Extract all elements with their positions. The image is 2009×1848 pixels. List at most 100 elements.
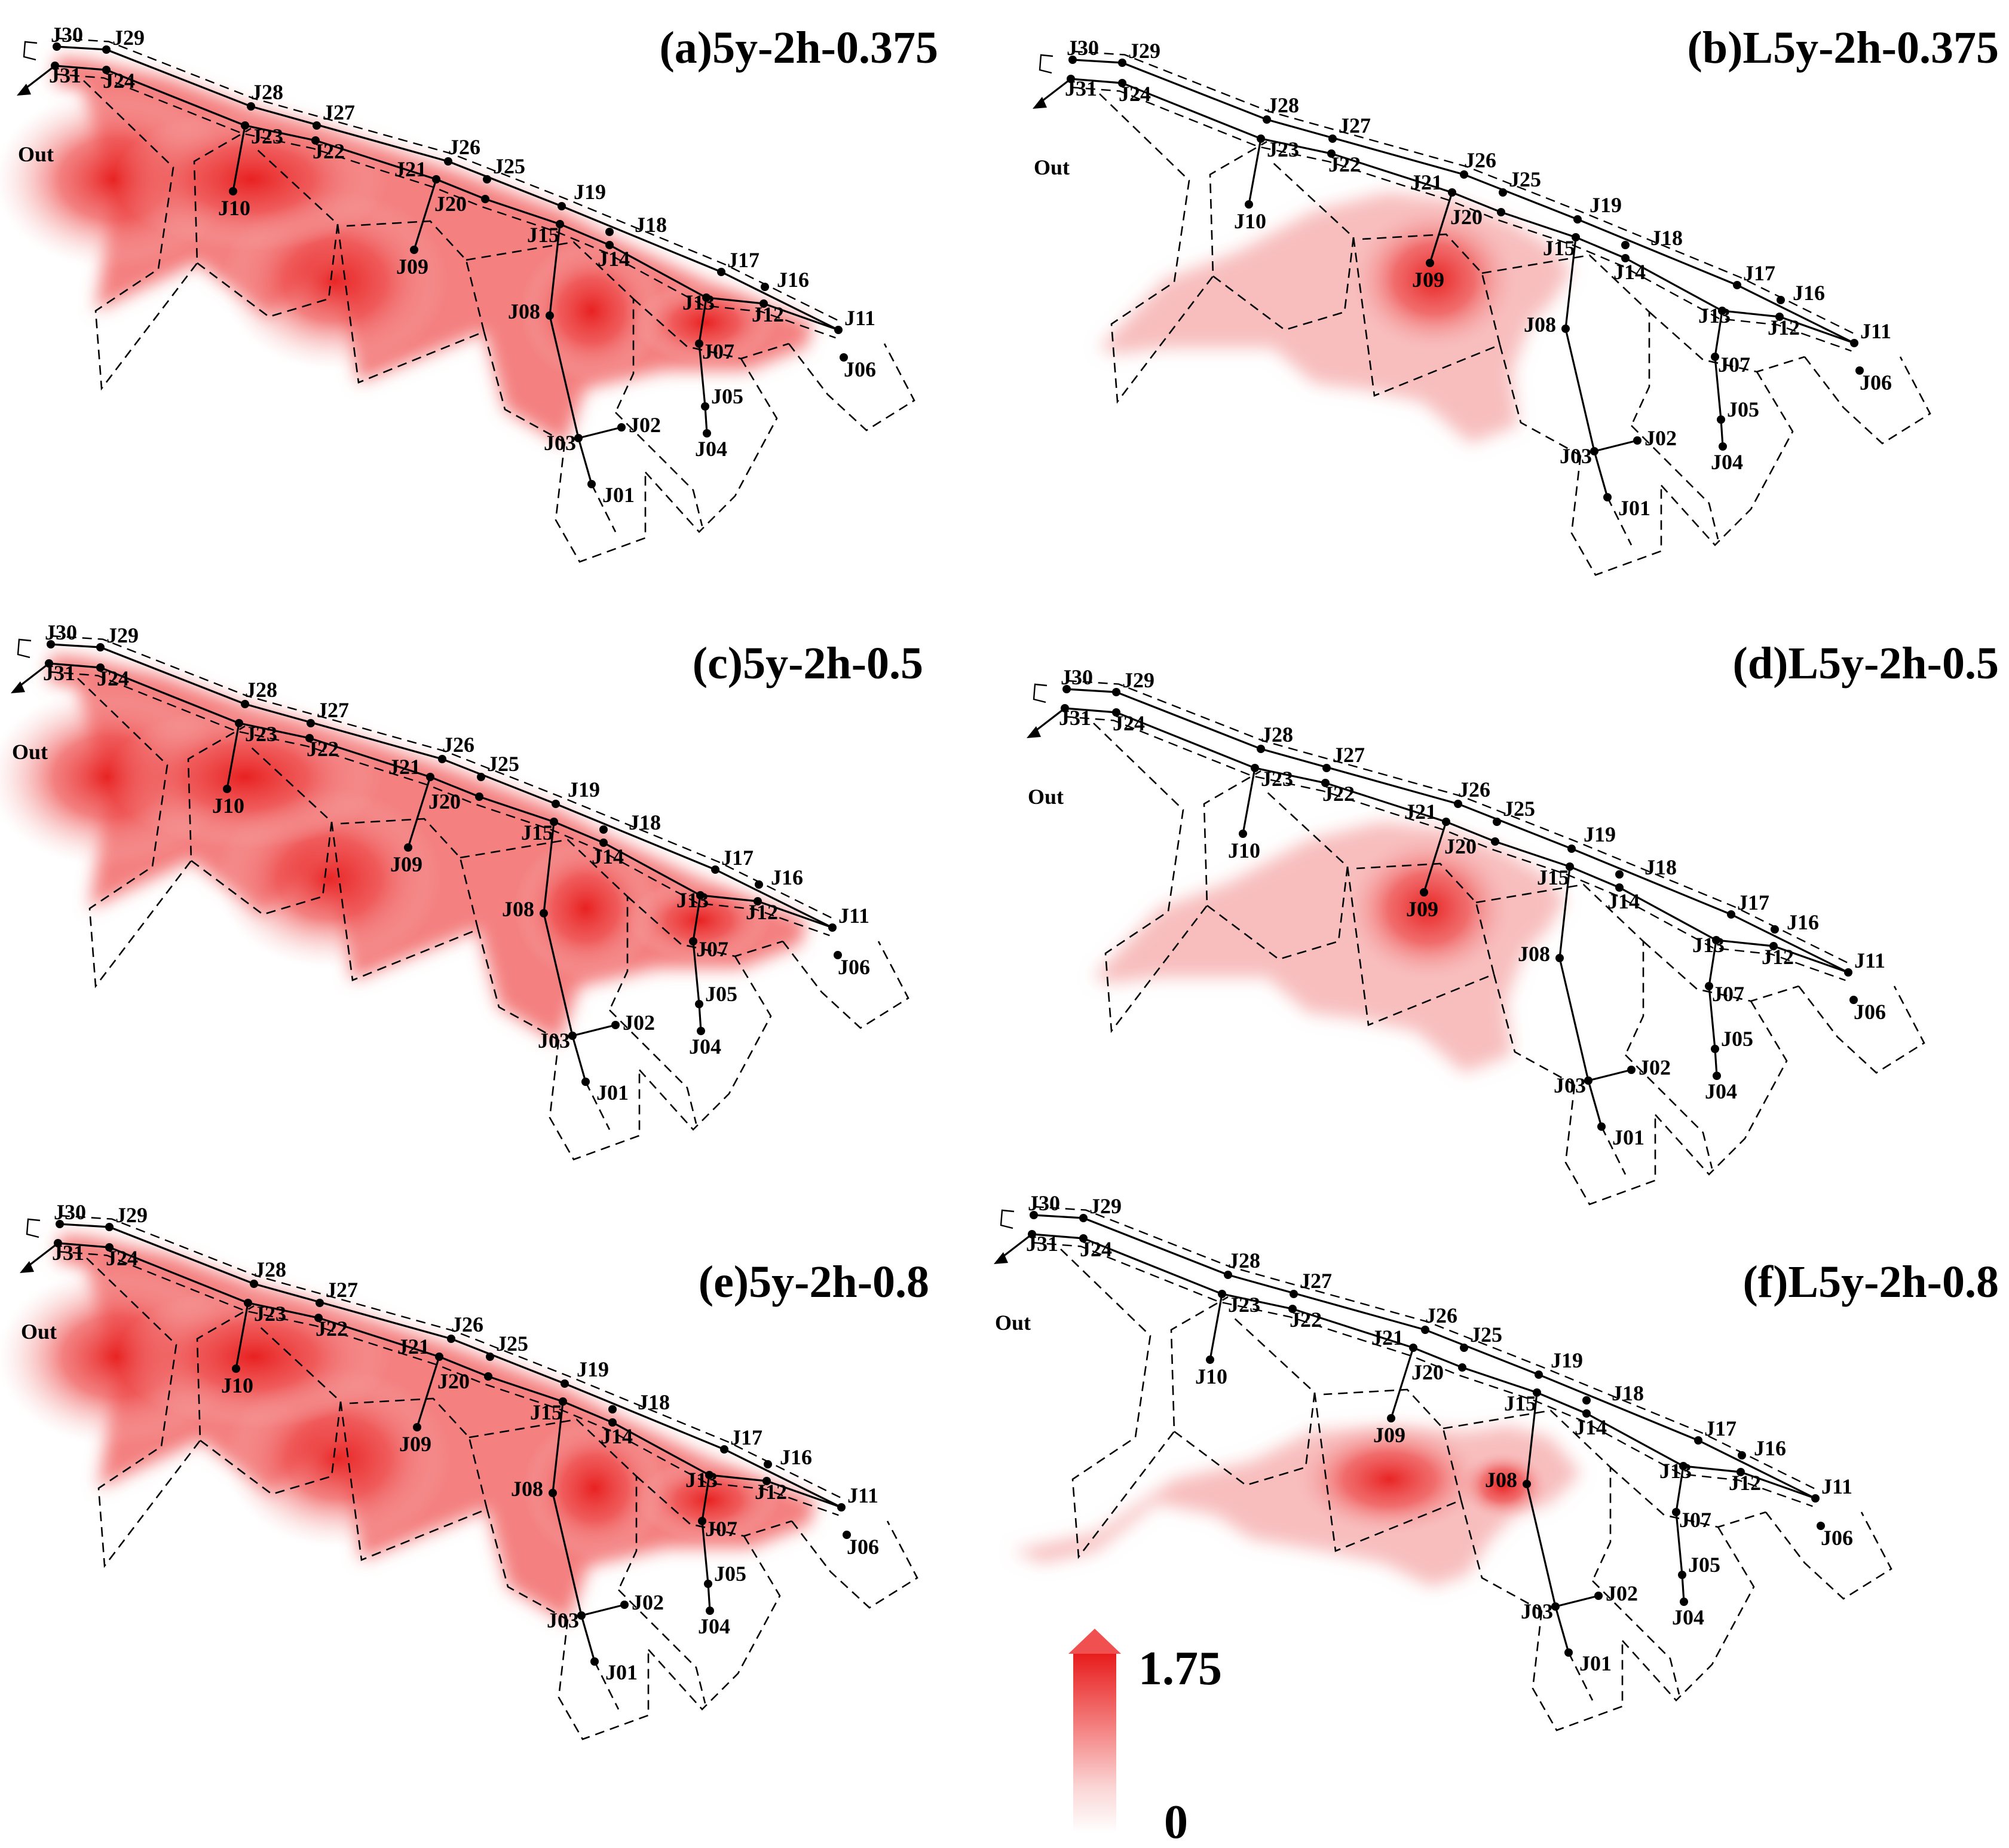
node-label-j23: J23 [1267, 137, 1299, 161]
node-j04 [703, 429, 711, 437]
node-label-j09: J09 [1373, 1423, 1405, 1447]
node-j03 [574, 434, 583, 442]
node-label-j13: J13 [1692, 933, 1725, 957]
node-label-j24: J24 [97, 666, 129, 690]
outlet-pipe [23, 65, 56, 91]
node-j09 [1387, 1414, 1395, 1422]
node-label-j26: J26 [1458, 778, 1490, 801]
node-j25 [483, 175, 491, 183]
node-label-j17: J17 [1704, 1416, 1737, 1440]
node-j13 [1679, 1462, 1688, 1470]
node-label-j13: J13 [682, 290, 715, 314]
outlet-pipe [1039, 78, 1071, 104]
node-j14 [599, 839, 608, 847]
node-label-j29: J29 [1089, 1194, 1122, 1218]
branch-pipe-j13-j07 [701, 1474, 710, 1522]
outlet-arrow-icon [1033, 97, 1047, 109]
branch-pipe-j08-j03 [543, 913, 574, 1036]
node-label-j02: J02 [1606, 1581, 1638, 1605]
node-label-j09: J09 [399, 1432, 431, 1456]
node-label-j05: J05 [714, 1562, 746, 1586]
junction-nodes: J30 J29 J31 J24 Out J28 J27 J23 J22 J10 J26 J25 J21 J… [21, 1200, 879, 1684]
panel-title-d: (d)L5y-2h-0.5 [1733, 638, 1999, 689]
subcatchment-edge [86, 1258, 255, 1568]
road-edge-lower [57, 1250, 839, 1516]
map-panel-a: J30 J29 J31 J24 Out J28 J27 J23 J22 J10 J26 J25 J21 J… [0, 23, 915, 563]
node-label-j30: J30 [45, 620, 77, 644]
node-j13 [702, 293, 710, 302]
node-label-j05: J05 [711, 384, 743, 408]
branch-pipe-j07-j05 [692, 941, 700, 1005]
node-j05 [1711, 1045, 1719, 1053]
subcatchment-edge [633, 298, 789, 360]
node-j22 [1321, 779, 1330, 787]
node-label-j06: J06 [1854, 1000, 1886, 1024]
node-label-j25: J25 [487, 752, 519, 776]
node-j05 [1717, 415, 1725, 424]
node-j02 [620, 1601, 629, 1609]
node-j21 [1409, 1344, 1417, 1352]
subcatchment-edge [1567, 1652, 1594, 1701]
node-j04 [706, 1607, 714, 1615]
outfall-marker-icon [1000, 1209, 1015, 1229]
outlet-pipe [1033, 707, 1065, 733]
branch-pipe-j23-j10 [1248, 138, 1262, 205]
subcatchment-edge [486, 1509, 568, 1621]
legend: 1.75 0 [1068, 1629, 1222, 1848]
node-j14 [1621, 254, 1630, 262]
node-j23 [1251, 764, 1259, 772]
branch-pipe-j07-j05 [698, 343, 706, 407]
node-label-j26: J26 [442, 733, 474, 757]
node-j30 [1030, 1211, 1038, 1219]
node-label-j15: J15 [521, 821, 553, 845]
node-label-j27: J27 [1333, 743, 1365, 767]
node-label-j03: J03 [538, 1029, 570, 1052]
subcatchment-edge [555, 442, 647, 563]
branch-pipe-j03-j01 [1587, 1080, 1603, 1127]
node-j16 [1777, 296, 1785, 304]
node-j15 [559, 1397, 567, 1406]
node-label-j21: J21 [1371, 1326, 1404, 1350]
node-j20 [484, 1372, 492, 1381]
node-j25 [1460, 1344, 1468, 1352]
road-edge-upper [1067, 680, 1852, 966]
node-j02 [1627, 1066, 1636, 1074]
node-label-j25: J25 [496, 1332, 528, 1356]
node-j06 [1817, 1522, 1825, 1530]
node-label-j11: J11 [1854, 949, 1885, 972]
node-j17 [717, 268, 725, 276]
hot-spot-j09 [1345, 201, 1524, 357]
node-label-j11: J11 [847, 1483, 878, 1507]
node-label-j01: J01 [605, 1660, 638, 1684]
subcatchment-edge [1622, 1526, 1755, 1702]
node-label-j18: J18 [635, 213, 667, 237]
outfall-marker-icon [17, 638, 32, 659]
node-j16 [764, 1460, 772, 1468]
road-edge-upper [60, 1214, 846, 1501]
node-label-j15: J15 [1543, 236, 1575, 260]
node-label-j03: J03 [1554, 1073, 1586, 1097]
node-j07 [695, 339, 703, 348]
road-edge-lower [48, 671, 830, 937]
node-j28 [1263, 115, 1271, 124]
node-j21 [435, 1353, 443, 1361]
legend-min-label: 0 [1164, 1796, 1188, 1848]
node-j08 [546, 311, 554, 320]
node-label-j20: J20 [434, 192, 467, 216]
map-panel-e: J30 J29 J31 J24 Out J28 J27 J23 J22 J10 J26 J25 J21 J… [0, 1200, 918, 1740]
node-label-j10: J10 [212, 794, 244, 818]
node-j07 [1672, 1508, 1680, 1516]
node-label-j31: J31 [1065, 77, 1097, 100]
node-j17 [1733, 281, 1741, 289]
node-label-j14: J14 [598, 247, 630, 271]
node-j29 [1112, 688, 1120, 696]
node-label-j06: J06 [1821, 1526, 1853, 1550]
node-label-j08: J08 [1518, 942, 1550, 966]
node-label-j22: J22 [1322, 782, 1355, 806]
node-j10 [232, 1364, 240, 1373]
subcatchment-boundaries [86, 1258, 918, 1740]
subcatchment-edge [1532, 1610, 1624, 1731]
subcatchment-edge [590, 484, 617, 533]
node-j24 [1118, 79, 1126, 87]
node-j27 [316, 1299, 324, 1307]
